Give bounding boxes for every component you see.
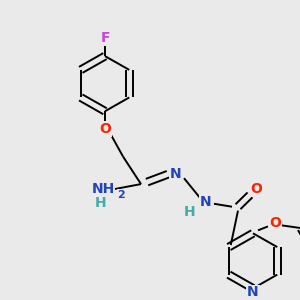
Text: O: O — [269, 217, 281, 230]
Text: O: O — [250, 182, 262, 196]
Text: N: N — [247, 285, 259, 299]
Text: H: H — [95, 196, 107, 210]
Text: F: F — [100, 32, 110, 45]
Text: N: N — [170, 167, 182, 181]
Text: H: H — [184, 205, 196, 219]
Text: N: N — [200, 195, 212, 209]
Text: O: O — [99, 122, 111, 136]
Text: NH: NH — [92, 182, 115, 196]
Text: 2: 2 — [117, 190, 125, 200]
